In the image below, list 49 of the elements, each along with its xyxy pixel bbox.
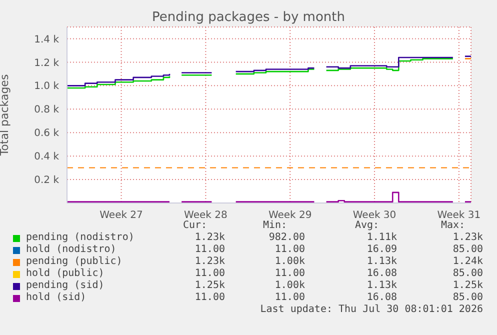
text: 1.00k <box>274 280 305 291</box>
text: 11.00 <box>274 244 305 255</box>
text: 1.24k <box>452 256 483 267</box>
y-axis-title: Total packages <box>0 74 11 157</box>
text: 85.00 <box>452 292 483 303</box>
text: Min: <box>262 220 288 231</box>
text: 982.00 <box>268 232 305 243</box>
y-tick-label: 1.2 k <box>34 58 60 69</box>
text: 11.00 <box>194 292 225 303</box>
text: 16.08 <box>366 268 397 279</box>
y-tick-label: 0.4 k <box>34 152 60 163</box>
text: 1.23k <box>452 232 483 243</box>
y-tick-label: 1.0 k <box>34 81 60 92</box>
text: 11.00 <box>274 292 305 303</box>
text: 11.00 <box>274 268 305 279</box>
text: 1.00k <box>274 256 305 267</box>
y-tick-label: 1.4 k <box>34 34 60 46</box>
x-tick-label: Week 30 <box>352 210 396 222</box>
text: 1.23k <box>194 256 225 267</box>
legend-label: hold (public) <box>26 268 104 279</box>
legend-label: hold (nodistro) <box>26 244 116 255</box>
y-tick-label: 0.8 k <box>34 104 60 116</box>
x-tick-label: Week 31 <box>437 210 481 222</box>
text: 11.00 <box>194 268 225 279</box>
text: 1.23k <box>194 232 225 243</box>
text: Avg: <box>354 220 380 231</box>
text: 16.09 <box>366 244 397 255</box>
x-tick-label: Week 27 <box>100 210 143 222</box>
text: 1.13k <box>366 256 397 267</box>
text: 1.25k <box>194 280 225 291</box>
text: 1.13k <box>366 280 397 291</box>
text: Cur: <box>182 220 208 231</box>
text: 11.00 <box>194 244 225 255</box>
y-tick-label: 0.2 k <box>34 175 60 186</box>
x-tick-label: Week 28 <box>184 210 228 222</box>
text: 85.00 <box>452 268 483 279</box>
y-tick-label: 0.6 k <box>34 128 60 140</box>
text: 1.25k <box>452 280 483 291</box>
chart-title: Pending packages - by month <box>151 10 346 25</box>
text: 1.11k <box>366 232 397 243</box>
text: 85.00 <box>452 244 483 255</box>
legend-label: pending (nodistro) <box>26 232 134 243</box>
legend-label: pending (public) <box>26 256 122 267</box>
legend-label: pending (sid) <box>26 280 104 291</box>
text: 16.08 <box>366 292 397 303</box>
text: Max: <box>440 220 466 231</box>
x-tick-label: Week 29 <box>268 210 312 222</box>
legend-label: hold (sid) <box>26 292 86 303</box>
text: Last update: Thu Jul 30 08:01:01 2026 <box>260 304 483 315</box>
